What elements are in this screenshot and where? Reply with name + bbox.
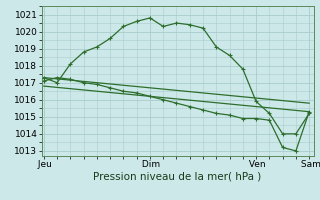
X-axis label: Pression niveau de la mer( hPa ): Pression niveau de la mer( hPa ) bbox=[93, 172, 262, 182]
